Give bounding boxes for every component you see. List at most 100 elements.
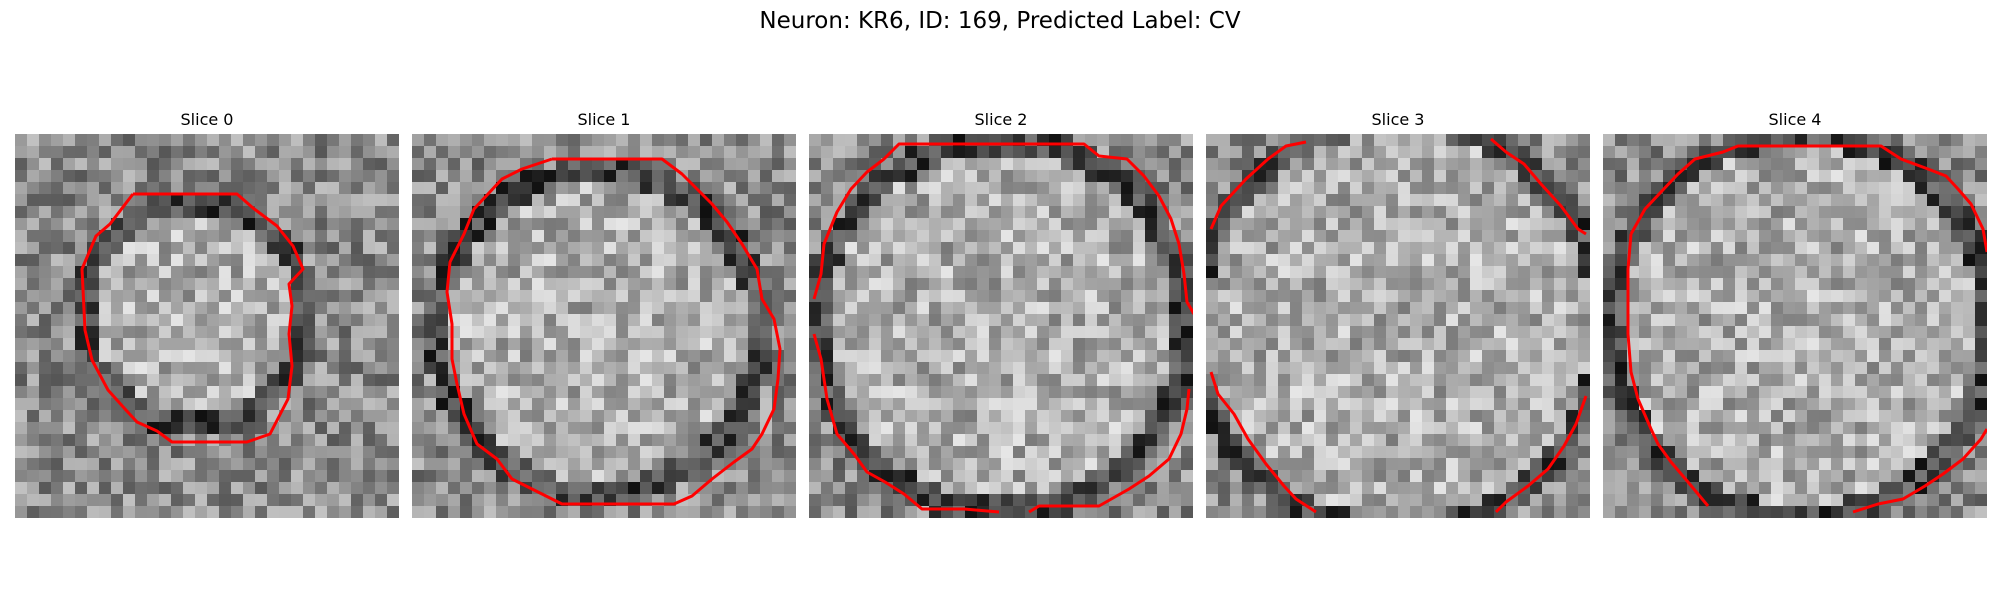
pixel (664, 278, 676, 290)
pixel (1458, 278, 1470, 290)
pixel (1506, 326, 1518, 338)
pixel (893, 182, 905, 194)
pixel (1181, 338, 1193, 350)
pixel (339, 290, 351, 302)
pixel (616, 362, 628, 374)
pixel (387, 158, 399, 170)
pixel (351, 206, 363, 218)
pixel (809, 314, 821, 326)
pixel (484, 350, 496, 362)
pixel (147, 314, 159, 326)
pixel (1145, 290, 1157, 302)
slice-3-svg (1206, 134, 1590, 518)
pixel (1975, 158, 1987, 170)
pixel (303, 278, 315, 290)
pixel (291, 470, 303, 482)
pixel (1302, 158, 1314, 170)
pixel (51, 470, 63, 482)
pixel (315, 314, 327, 326)
pixel (1061, 158, 1073, 170)
pixel (1831, 134, 1843, 146)
pixel (243, 446, 255, 458)
pixel (39, 302, 51, 314)
pixel (1314, 350, 1326, 362)
pixel (1566, 374, 1578, 386)
pixel (929, 182, 941, 194)
pixel (207, 338, 219, 350)
pixel (1578, 338, 1590, 350)
pixel (147, 398, 159, 410)
pixel (460, 158, 472, 170)
pixel (412, 338, 424, 350)
pixel (412, 302, 424, 314)
pixel (580, 386, 592, 398)
pixel (1603, 374, 1615, 386)
pixel (905, 470, 917, 482)
pixel (905, 362, 917, 374)
pixel (1783, 254, 1795, 266)
pixel (1603, 218, 1615, 230)
pixel (1097, 374, 1109, 386)
pixel (63, 470, 75, 482)
pixel (784, 470, 796, 482)
pixel (15, 206, 27, 218)
pixel (724, 206, 736, 218)
pixel (363, 362, 375, 374)
pixel (544, 386, 556, 398)
pixel (845, 290, 857, 302)
pixel (1013, 362, 1025, 374)
pixel (724, 470, 736, 482)
pixel (1675, 458, 1687, 470)
pixel (75, 422, 87, 434)
pixel (664, 470, 676, 482)
pixel (724, 194, 736, 206)
pixel (953, 230, 965, 242)
pixel (1939, 254, 1951, 266)
pixel (580, 194, 592, 206)
pixel (748, 398, 760, 410)
pixel (1362, 134, 1374, 146)
pixel (1290, 434, 1302, 446)
pixel (1133, 254, 1145, 266)
pixel (1350, 434, 1362, 446)
pixel (556, 134, 568, 146)
pixel (1518, 206, 1530, 218)
pixel (363, 230, 375, 242)
pixel (748, 134, 760, 146)
pixel (688, 302, 700, 314)
pixel (845, 410, 857, 422)
slice-3-contour-bottom-right (1494, 395, 1588, 514)
pixel (592, 422, 604, 434)
pixel (1663, 410, 1675, 422)
pixel (1374, 458, 1386, 470)
pixel (1097, 218, 1109, 230)
pixel (1326, 446, 1338, 458)
pixel (303, 254, 315, 266)
pixel (207, 290, 219, 302)
pixel (1530, 398, 1542, 410)
pixel (207, 134, 219, 146)
pixel (688, 386, 700, 398)
pixel (1181, 326, 1193, 338)
pixel (1013, 398, 1025, 410)
pixel (1398, 302, 1410, 314)
pixel (351, 134, 363, 146)
pixel (1915, 374, 1927, 386)
slice-3-pixel-grid (1206, 134, 1590, 518)
pixel (231, 182, 243, 194)
pixel (484, 422, 496, 434)
pixel (881, 410, 893, 422)
pixel (1711, 434, 1723, 446)
pixel (1049, 218, 1061, 230)
pixel (339, 494, 351, 506)
pixel (784, 170, 796, 182)
pixel (1157, 482, 1169, 494)
pixel (111, 470, 123, 482)
pixel (1350, 362, 1362, 374)
pixel (1927, 278, 1939, 290)
pixel (616, 254, 628, 266)
pixel (231, 158, 243, 170)
pixel (1266, 290, 1278, 302)
pixel (1867, 182, 1879, 194)
pixel (1350, 182, 1362, 194)
